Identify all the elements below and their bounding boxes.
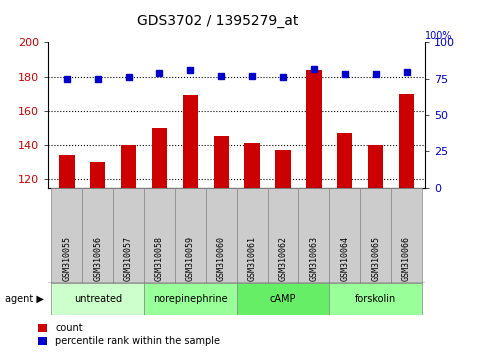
Bar [113,188,144,283]
Text: GSM310062: GSM310062 [279,236,287,281]
Bar [237,188,268,283]
Text: cAMP: cAMP [270,294,296,304]
Bar [175,188,206,283]
Bar [391,188,422,283]
Bar [306,70,322,354]
Bar [144,188,175,283]
Bar [244,143,260,354]
Bar [82,188,113,283]
Text: GSM310061: GSM310061 [248,236,256,281]
Bar [183,96,198,354]
Bar [59,155,74,354]
Bar [329,188,360,283]
Bar [90,162,105,354]
Bar [144,283,237,315]
Text: norepinephrine: norepinephrine [153,294,227,304]
Text: GSM310066: GSM310066 [402,236,411,281]
Bar [237,283,329,315]
Bar [121,145,136,354]
Bar [152,128,167,354]
Text: GSM310063: GSM310063 [310,236,318,281]
Bar [206,188,237,283]
Bar [51,188,82,283]
Bar [368,145,384,354]
Bar [268,188,298,283]
Text: forskolin: forskolin [355,294,396,304]
Bar [399,94,414,354]
Bar [360,188,391,283]
Text: GSM310064: GSM310064 [340,236,349,281]
Text: agent ▶: agent ▶ [5,294,43,304]
Text: GSM310059: GSM310059 [186,236,195,281]
Text: GSM310065: GSM310065 [371,236,380,281]
Bar [298,188,329,283]
Legend: count, percentile rank within the sample: count, percentile rank within the sample [38,324,220,346]
Text: GSM310057: GSM310057 [124,236,133,281]
Text: GSM310056: GSM310056 [93,236,102,281]
Bar [213,136,229,354]
Bar [51,283,144,315]
Text: GSM310060: GSM310060 [217,236,226,281]
Text: untreated: untreated [73,294,122,304]
Bar [337,133,353,354]
Text: 100%: 100% [425,31,453,41]
Text: GDS3702 / 1395279_at: GDS3702 / 1395279_at [137,14,298,28]
Bar [275,150,291,354]
Bar [329,283,422,315]
Text: GSM310058: GSM310058 [155,236,164,281]
Text: GSM310055: GSM310055 [62,236,71,281]
